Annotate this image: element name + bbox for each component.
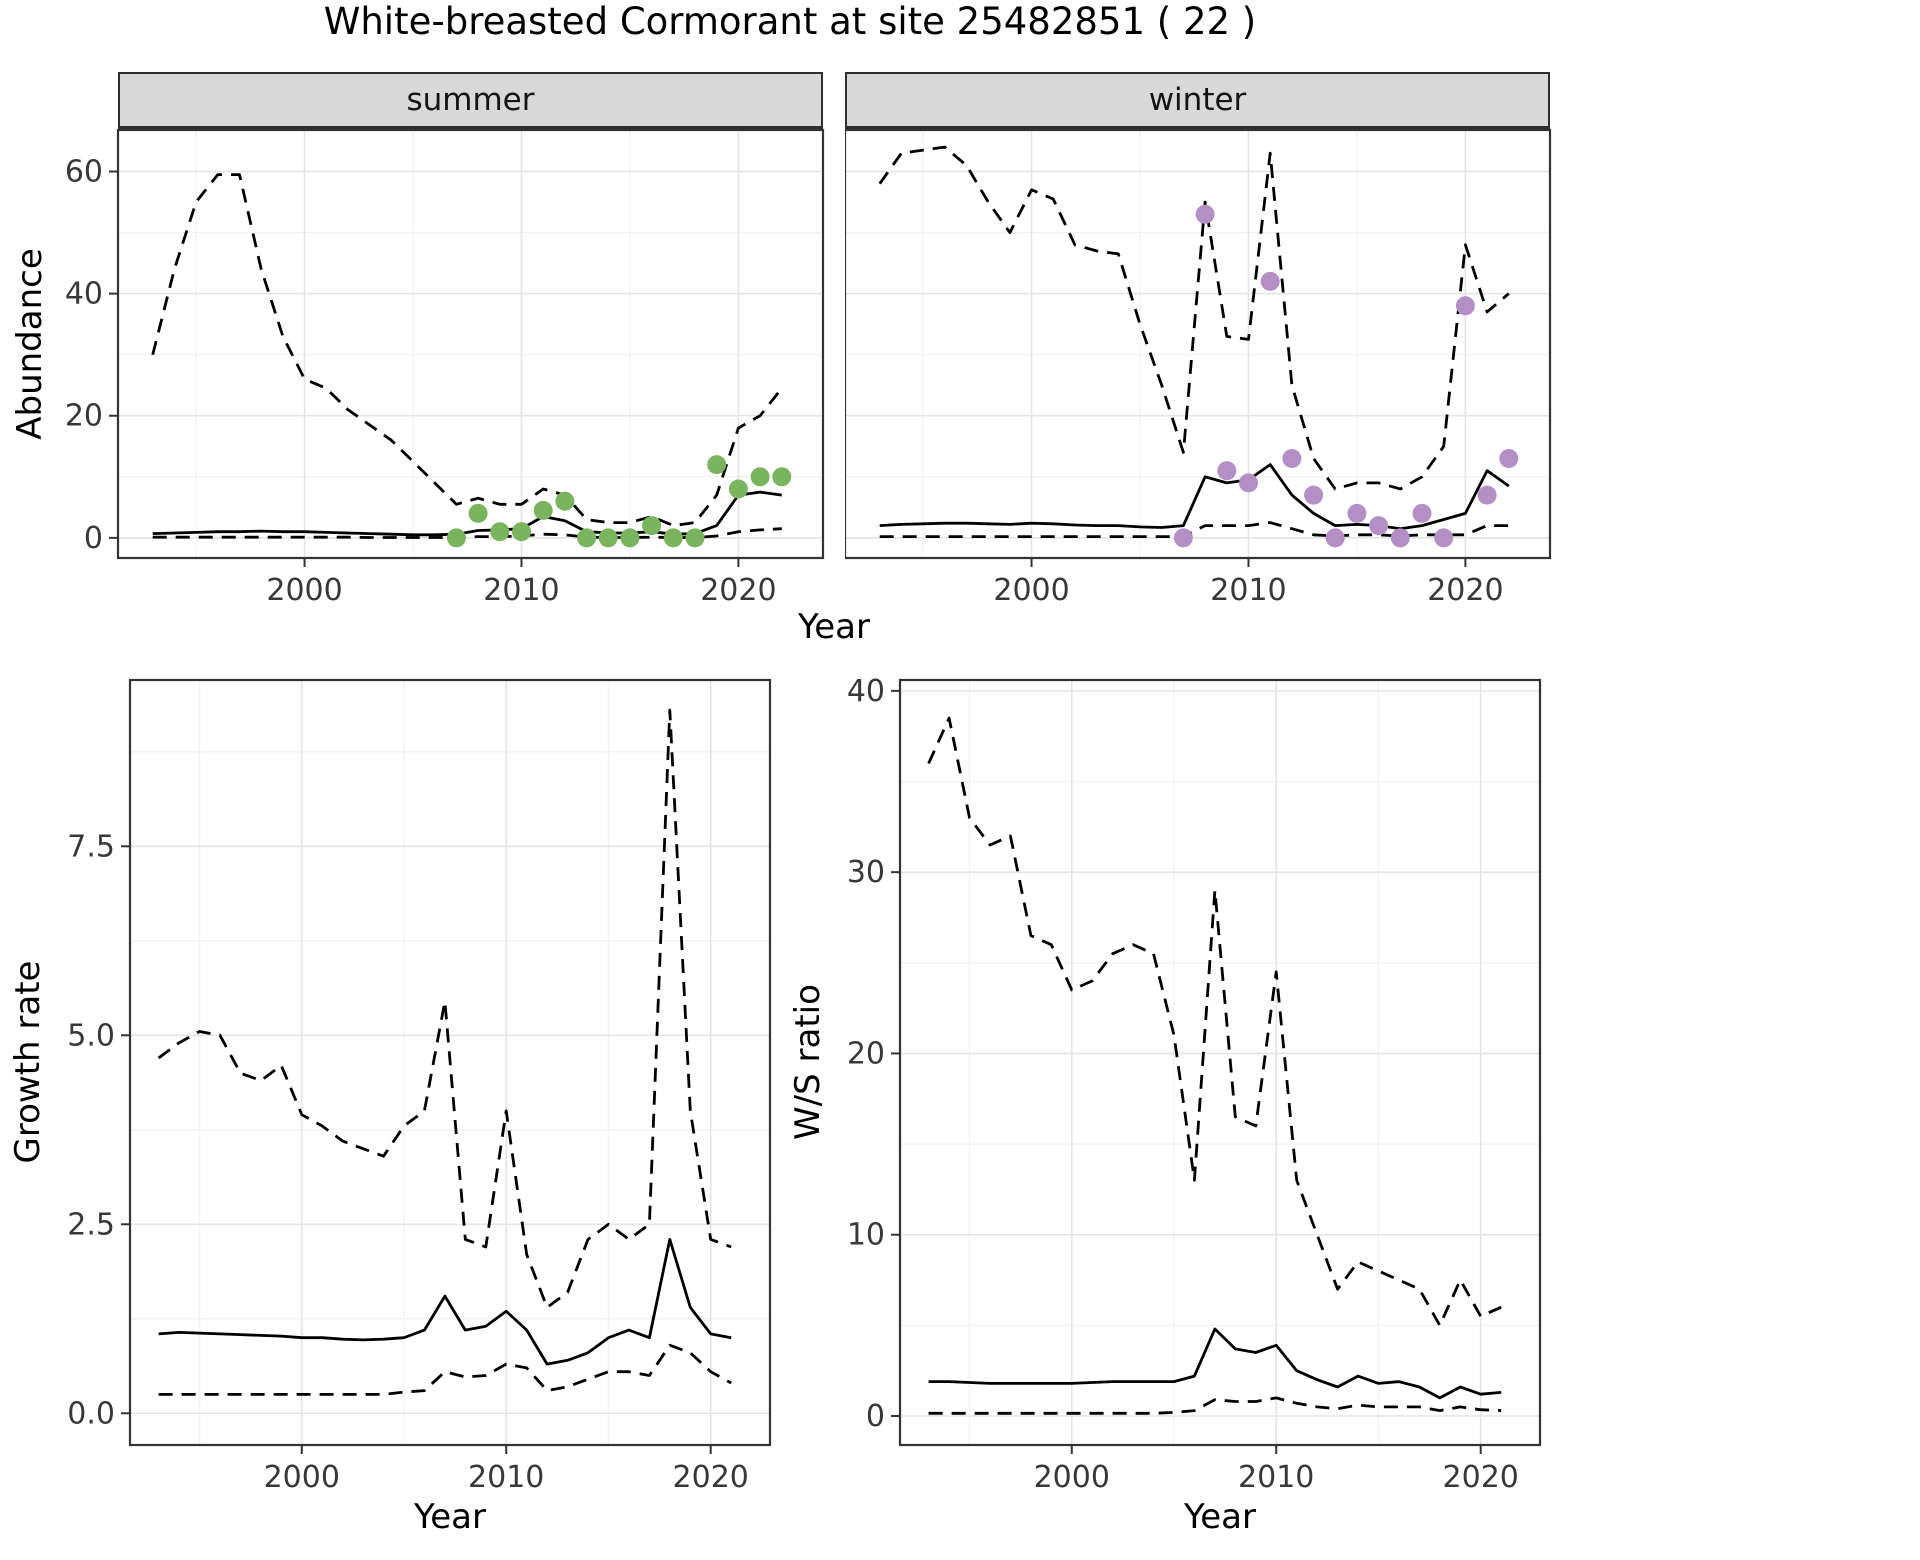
svg-text:2.5: 2.5 <box>67 1207 115 1242</box>
winter-abundance-chart: 2000 2010 2020 <box>845 128 1552 608</box>
svg-text:2020: 2020 <box>1443 1460 1519 1495</box>
svg-text:2000: 2000 <box>993 573 1069 608</box>
svg-text:2010: 2010 <box>468 1460 544 1495</box>
svg-text:2010: 2010 <box>483 573 559 608</box>
svg-text:20: 20 <box>65 399 103 434</box>
svg-text:2020: 2020 <box>700 573 776 608</box>
svg-text:60: 60 <box>65 155 103 190</box>
svg-text:2010: 2010 <box>1210 573 1286 608</box>
x-axis-label-year-top: Year <box>798 607 870 647</box>
chart-title: White-breasted Cormorant at site 2548285… <box>323 0 1257 43</box>
svg-text:30: 30 <box>847 855 885 890</box>
facet-strip-winter: winter <box>845 72 1550 130</box>
facet-label-winter: winter <box>1148 82 1247 118</box>
x-axis-label-year-bottom-left: Year <box>414 1497 486 1537</box>
x-axis-label-year-bottom-right: Year <box>1184 1497 1256 1537</box>
svg-text:7.5: 7.5 <box>67 829 115 864</box>
summer-abundance-chart: 2000 2010 2020 0 20 40 60 <box>65 128 825 608</box>
svg-text:0.0: 0.0 <box>67 1396 115 1431</box>
facet-label-summer: summer <box>406 82 535 118</box>
svg-text:10: 10 <box>847 1218 885 1253</box>
svg-text:2000: 2000 <box>266 573 342 608</box>
svg-text:2000: 2000 <box>1034 1460 1110 1495</box>
svg-text:0: 0 <box>84 521 103 556</box>
svg-text:40: 40 <box>847 674 885 709</box>
growth-rate-chart: 2000 2010 2020 0.0 2.5 5.0 7.5 <box>67 678 772 1495</box>
svg-text:40: 40 <box>65 277 103 312</box>
facet-strip-summer: summer <box>118 72 823 130</box>
svg-text:2020: 2020 <box>673 1460 749 1495</box>
svg-text:2000: 2000 <box>264 1460 340 1495</box>
svg-text:2010: 2010 <box>1238 1460 1314 1495</box>
svg-text:2020: 2020 <box>1427 573 1503 608</box>
ws-ratio-chart: 2000 2010 2020 0 10 20 30 40 <box>847 674 1542 1495</box>
svg-text:20: 20 <box>847 1036 885 1071</box>
svg-text:0: 0 <box>866 1399 885 1434</box>
svg-text:5.0: 5.0 <box>67 1018 115 1053</box>
